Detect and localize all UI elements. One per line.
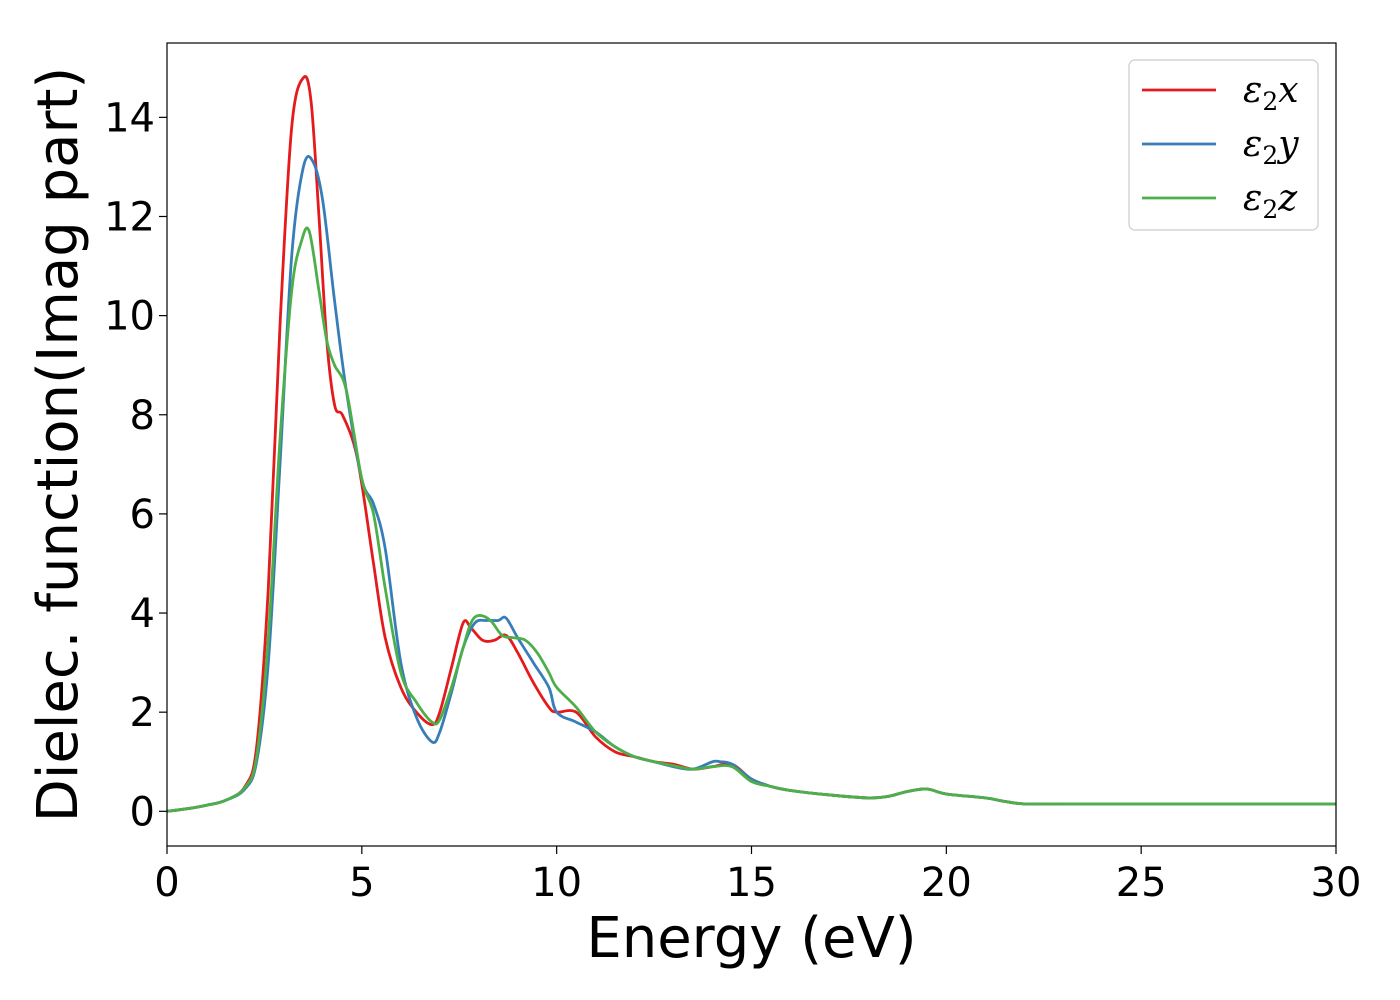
y-axis: 0 2 4 6 8 10 12 14 — [104, 95, 167, 835]
y-tick-label: 2 — [130, 690, 155, 736]
y-tick-label: 6 — [130, 492, 155, 538]
y-tick-label: 0 — [130, 789, 155, 835]
x-tick-label: 30 — [1311, 860, 1362, 906]
x-tick-label: 25 — [1116, 860, 1167, 906]
x-tick-label: 0 — [154, 860, 179, 906]
y-tick-label: 10 — [104, 294, 155, 340]
series-layer — [166, 75, 1336, 813]
x-tick-label: 5 — [349, 860, 374, 906]
y-axis-label: Dielec. function(Imag part) — [26, 67, 91, 823]
legend-box — [1128, 59, 1319, 231]
y-tick-label: 14 — [104, 95, 155, 141]
y-tick-label: 8 — [130, 393, 155, 439]
y-tick-label: 12 — [104, 194, 155, 240]
legend-entry-x: ε2x — [1243, 70, 1299, 116]
series-line-z — [166, 226, 1336, 813]
x-axis: 0 5 10 15 20 25 30 — [154, 846, 1361, 906]
x-tick-label: 15 — [726, 860, 777, 906]
x-tick-label: 20 — [921, 860, 972, 906]
legend-entry-z: ε2z — [1243, 178, 1298, 224]
legend-entry-y: ε2y — [1243, 124, 1299, 170]
x-axis-label: Energy (eV) — [586, 906, 916, 971]
y-tick-label: 4 — [130, 591, 155, 637]
legend: ε2x ε2y ε2z — [1128, 59, 1319, 231]
x-tick-label: 10 — [531, 860, 582, 906]
